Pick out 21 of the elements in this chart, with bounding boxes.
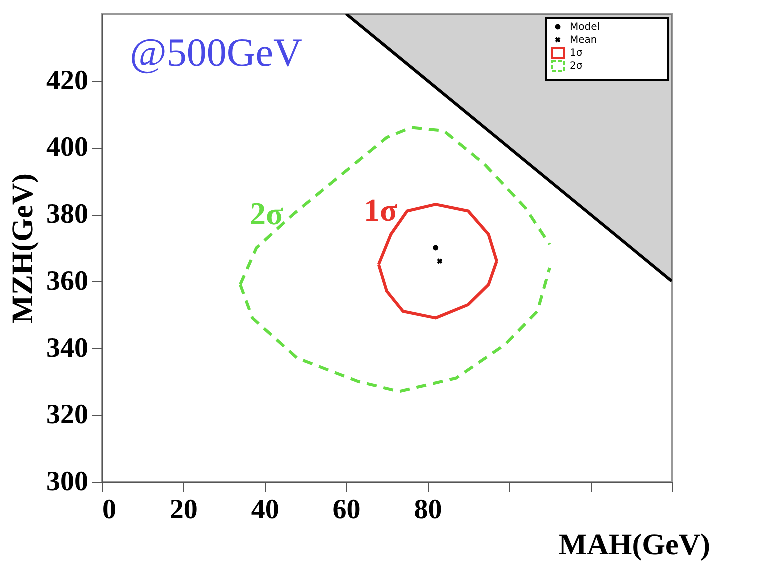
y-tick-label: 360 — [46, 266, 88, 297]
y-axis-title: MZH(GeV) — [6, 174, 40, 324]
legend-label: Model — [570, 22, 600, 33]
text: 1σ — [364, 192, 398, 228]
y-tick-label: 300 — [46, 466, 88, 498]
y-tick-label: 380 — [46, 199, 88, 230]
y-tick-label: 400 — [46, 132, 88, 164]
x-tick-label: 20 — [170, 494, 198, 526]
legend-label: 1σ — [570, 48, 584, 59]
y-tick-label: 320 — [46, 400, 88, 431]
x-tick-label: 40 — [251, 494, 280, 526]
y-tick-label: 420 — [46, 65, 88, 96]
x-tick-label: 60 — [332, 494, 361, 526]
legend-label: 2σ — [570, 61, 584, 72]
text: 2σ — [250, 196, 284, 232]
legend-label: Mean — [570, 35, 598, 46]
x-tick-label: 0 — [102, 494, 116, 526]
y-tick-label: 340 — [46, 332, 88, 364]
annotation: @500GeV — [130, 30, 302, 75]
x-axis-title: MAH(GeV) — [558, 528, 710, 562]
x-tick-label: 80 — [414, 494, 442, 526]
